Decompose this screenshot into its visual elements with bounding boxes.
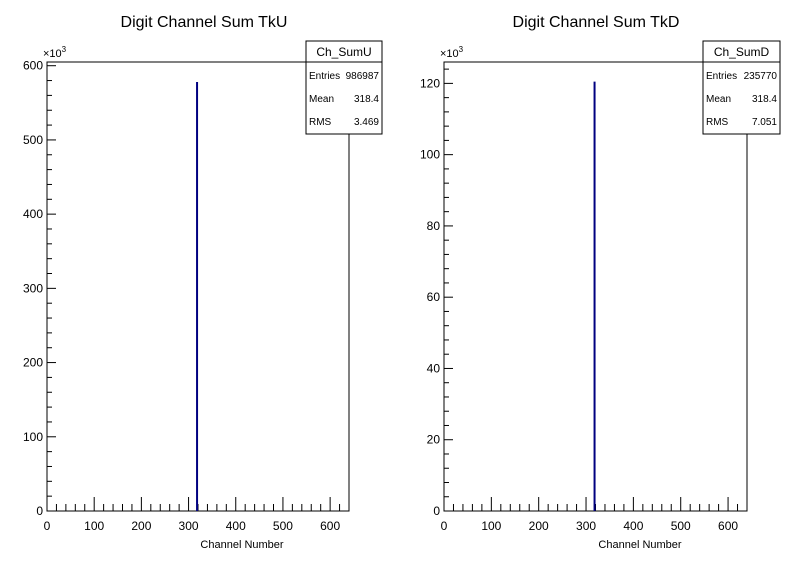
y-tick-label: 20 <box>427 433 441 447</box>
stats-name: Ch_SumD <box>714 45 770 59</box>
stats-row-value: 7.051 <box>752 117 777 128</box>
x-tick-label: 200 <box>131 519 151 533</box>
stats-body-box <box>305 61 383 135</box>
stats-box: Ch_SumD Entries 235770 Mean 318.4 RMS 7.051 <box>702 40 781 135</box>
y-tick-label: 60 <box>427 290 441 304</box>
x-tick-label: 300 <box>576 519 596 533</box>
y-tick-label: 80 <box>427 219 441 233</box>
stats-row-label: Entries <box>706 71 737 82</box>
x-tick-label: 400 <box>623 519 643 533</box>
stats-row-value: 986987 <box>346 71 380 82</box>
x-tick-label: 200 <box>529 519 549 533</box>
x-tick-label: 0 <box>441 519 448 533</box>
chart-title: Digit Channel Sum TkD <box>513 14 680 31</box>
y-tick-label: 300 <box>23 281 43 295</box>
x-tick-label: 300 <box>179 519 199 533</box>
chart-title: Digit Channel Sum TkU <box>121 14 288 31</box>
x-tick-label: 100 <box>84 519 104 533</box>
stats-row-label: RMS <box>706 117 729 128</box>
stats-row-label: Mean <box>706 94 731 105</box>
x-axis-label: Channel Number <box>200 539 283 551</box>
y-tick-label: 100 <box>420 148 440 162</box>
y-tick-label: 500 <box>23 133 43 147</box>
histogram-panel-1: Digit Channel Sum TkU ×103 0 100 200 300 400 50… <box>23 14 383 551</box>
stats-row-value: 3.469 <box>354 117 379 128</box>
y-tick-label: 600 <box>23 59 43 73</box>
stats-row-label: Mean <box>309 94 334 105</box>
y-tick-label: 200 <box>23 356 43 370</box>
stats-row-value: 235770 <box>744 71 778 82</box>
y-multiplier-label: ×103 <box>43 45 67 60</box>
stats-box: Ch_SumU Entries 986987 Mean 318.4 RMS 3.469 <box>305 40 383 135</box>
stats-row-value: 318.4 <box>354 94 379 105</box>
x-tick-label: 600 <box>718 519 738 533</box>
x-tick-label: 500 <box>671 519 691 533</box>
y-tick-label: 100 <box>23 430 43 444</box>
x-tick-label: 600 <box>320 519 340 533</box>
y-tick-label: 0 <box>36 504 43 518</box>
y-multiplier-label: ×103 <box>440 45 464 60</box>
x-tick-label: 500 <box>273 519 293 533</box>
y-tick-label: 400 <box>23 207 43 221</box>
stats-body-box <box>702 61 781 135</box>
x-axis-label: Channel Number <box>598 539 681 551</box>
stats-row-label: RMS <box>309 117 332 128</box>
x-tick-label: 100 <box>481 519 501 533</box>
stats-row-label: Entries <box>309 71 340 82</box>
histogram-panel-2: Digit Channel Sum TkD ×103 0 20 40 60 80 100 120… <box>420 14 781 551</box>
y-tick-label: 120 <box>420 76 440 90</box>
x-tick-label: 400 <box>226 519 246 533</box>
y-tick-label: 40 <box>427 361 441 375</box>
x-tick-label: 0 <box>44 519 51 533</box>
y-tick-label: 0 <box>433 504 440 518</box>
stats-row-value: 318.4 <box>752 94 777 105</box>
stats-name: Ch_SumU <box>316 45 371 59</box>
